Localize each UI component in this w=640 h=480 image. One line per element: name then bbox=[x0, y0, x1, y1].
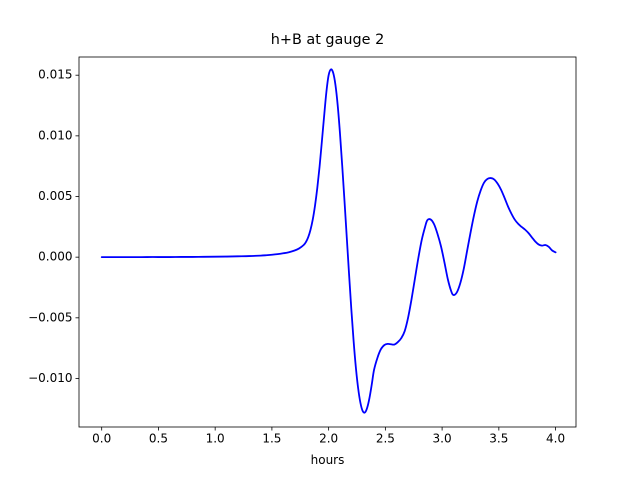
y-tick-label: −0.005 bbox=[28, 310, 72, 324]
x-tick-label: 3.5 bbox=[489, 431, 508, 445]
y-tick-label: 0.000 bbox=[38, 250, 72, 264]
chart-title: h+B at gauge 2 bbox=[270, 32, 385, 48]
x-tick-label: 1.5 bbox=[262, 431, 281, 445]
x-tick-label: 1.0 bbox=[206, 431, 225, 445]
y-tick-label: −0.010 bbox=[28, 371, 72, 385]
axes-frame bbox=[78, 56, 577, 428]
x-tick-label: 2.0 bbox=[319, 431, 338, 445]
x-tick-label: 0.5 bbox=[149, 431, 168, 445]
y-tick-label: 0.005 bbox=[38, 189, 72, 203]
x-tick-label: 0.0 bbox=[92, 431, 111, 445]
x-axis-label: hours bbox=[310, 453, 345, 467]
y-tick-label: 0.010 bbox=[38, 128, 72, 142]
y-tick-label: 0.015 bbox=[38, 68, 72, 82]
x-tick-label: 2.5 bbox=[376, 431, 395, 445]
data-line-series-0 bbox=[100, 68, 557, 414]
x-tick-label: 3.0 bbox=[433, 431, 452, 445]
x-tick-label: 4.0 bbox=[546, 431, 565, 445]
